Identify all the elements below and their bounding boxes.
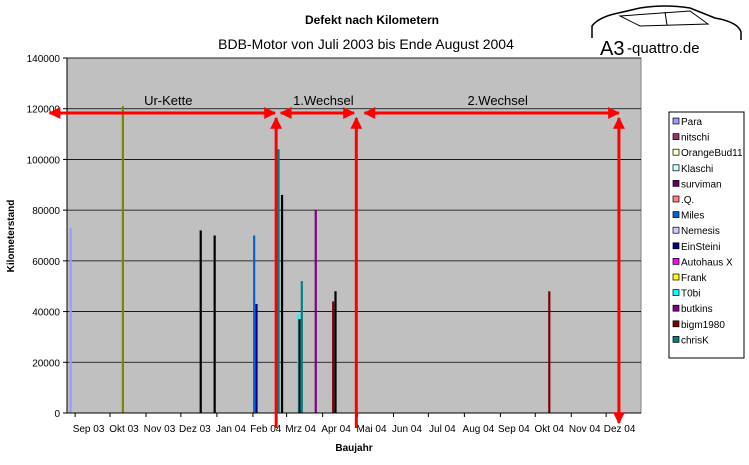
legend-swatch [672, 289, 680, 296]
x-axis-ticks: Sep 03 Okt 03 Nov 03 Dez 03 Jan 04 Feb 04 Mrz … [73, 413, 636, 435]
bar [297, 314, 300, 413]
x-tick-label: Dez 04 [604, 424, 636, 435]
y-tick-label: 0 [54, 409, 60, 420]
legend-entry: bigm1980 [681, 320, 725, 331]
y-tick-label: 80000 [32, 206, 60, 217]
chart-title: Defekt nach Kilometern [305, 13, 439, 27]
x-tick-label: Jul 04 [429, 424, 456, 435]
logo-a3-text: A3 [600, 38, 624, 60]
bar [121, 106, 124, 413]
bar [213, 235, 216, 413]
bar [253, 235, 256, 413]
x-tick-label: Feb 04 [250, 424, 282, 435]
y-tick-label: 60000 [32, 257, 60, 268]
bars [69, 106, 551, 414]
x-tick-label: Dez 03 [179, 424, 211, 435]
legend-entry: T0bi [681, 289, 700, 300]
legend-swatch [672, 180, 680, 187]
x-tick-label: Aug 04 [463, 424, 495, 435]
x-tick-label: Okt 04 [535, 424, 565, 435]
legend-swatch [672, 226, 680, 234]
range-label: 1.Wechsel [293, 93, 354, 108]
bar [314, 210, 317, 413]
chart-subtitle: BDB-Motor von Juli 2003 bis Ende August … [218, 36, 514, 52]
x-tick-label: Nov 04 [569, 424, 601, 435]
range-label: Ur-Kette [144, 93, 192, 108]
legend-entry: EinSteini [681, 242, 720, 253]
legend-entry: .Q. [681, 195, 694, 206]
x-tick-label: Nov 03 [144, 424, 176, 435]
site-logo: A3 -quattro.de [591, 5, 742, 60]
x-tick-label: Jun 04 [392, 424, 422, 435]
legend-entry: chrisK [681, 335, 709, 346]
annotations: Ur-Kette 1.Wechsel 2.Wechsel [48, 93, 625, 428]
legend-swatch [672, 336, 680, 343]
legend-swatch [672, 273, 680, 281]
x-tick-label: Apr 04 [321, 424, 351, 435]
legend-entry: Klaschi [681, 164, 713, 175]
x-axis-label: Baujahr [335, 443, 372, 454]
y-axis-label: Kilometerstand [6, 200, 17, 273]
plot-area [66, 57, 642, 414]
bar [69, 227, 72, 413]
legend-entry: butkins [681, 304, 713, 315]
legend-entry: OrangeBud11 [681, 148, 743, 159]
y-tick-label: 140000 [27, 54, 61, 65]
legend-swatch [672, 304, 680, 312]
x-tick-label: Sep 04 [498, 424, 530, 435]
legend-entry: surviman [681, 179, 722, 190]
legend-entry: nitschi [681, 133, 709, 144]
legend-swatch [672, 164, 680, 172]
legend-swatch [672, 320, 680, 328]
legend-swatch [672, 242, 680, 250]
legend-entry: Autohaus X [681, 257, 733, 268]
legend-entry: Nemesis [681, 226, 720, 237]
legend-swatch [672, 117, 680, 125]
bar [548, 291, 551, 413]
logo-domain-text: -quattro.de [627, 40, 700, 57]
legend-swatch [672, 133, 680, 140]
bar [298, 319, 301, 413]
bar [332, 301, 335, 413]
legend-entry: Frank [681, 273, 708, 284]
bar [199, 230, 202, 413]
x-tick-label: Jan 04 [216, 424, 246, 435]
range-label: 2.Wechsel [467, 93, 528, 108]
legend-entry: Para [681, 117, 703, 128]
bar [280, 194, 284, 413]
legend-box [668, 111, 745, 359]
x-tick-label: Mai 04 [356, 424, 386, 435]
car-outline-icon [591, 5, 742, 40]
bar [255, 303, 258, 413]
bar [334, 291, 337, 413]
legend-swatch [672, 195, 680, 203]
x-tick-label: Mrz 04 [285, 424, 316, 435]
legend-swatch [672, 258, 680, 265]
bar [277, 149, 280, 414]
y-tick-label: 100000 [27, 155, 61, 166]
y-tick-label: 40000 [32, 308, 60, 319]
y-tick-label: 120000 [27, 105, 61, 116]
legend-entry: Miles [681, 211, 704, 222]
bar [300, 281, 303, 413]
legend: Para nitschi OrangeBud11 Klaschi surviman .Q.… [668, 111, 745, 359]
y-tick-label: 20000 [32, 358, 60, 369]
legend-swatch [672, 211, 680, 218]
x-tick-label: Okt 03 [109, 424, 139, 435]
legend-swatch [672, 148, 680, 156]
x-tick-label: Sep 03 [73, 424, 105, 435]
y-axis-ticks: 0 20000 40000 60000 80000 100000 120000 140000 [27, 54, 67, 420]
